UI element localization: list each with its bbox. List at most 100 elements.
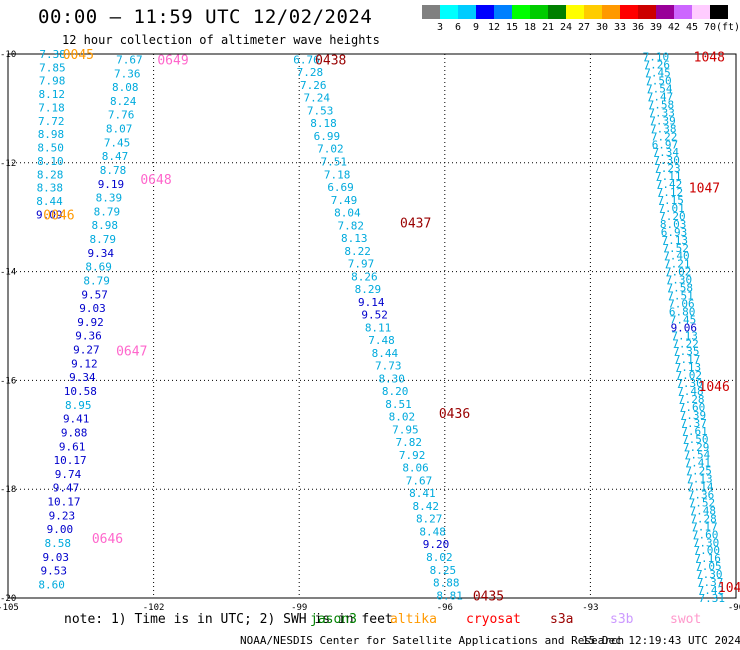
legend-swatch bbox=[530, 5, 548, 19]
swh-data-label: 9.23 bbox=[49, 509, 76, 522]
x-tick-label: -90 bbox=[728, 603, 740, 613]
swh-data-label: 7.85 bbox=[39, 61, 66, 74]
track-time-label: 0437 bbox=[400, 217, 431, 232]
legend-tick-label: 6 bbox=[454, 22, 462, 33]
swh-data-label: 8.95 bbox=[65, 399, 92, 412]
swh-data-label: 7.26 bbox=[300, 79, 327, 92]
legend-swatch bbox=[422, 5, 440, 19]
swh-data-label: 7.36 bbox=[688, 489, 715, 502]
swh-data-label: 9.52 bbox=[361, 309, 388, 322]
swh-data-label: 7.34 bbox=[653, 146, 680, 159]
swh-data-label: 7.54 bbox=[684, 449, 711, 462]
swh-data-label: 9.36 bbox=[75, 330, 102, 343]
legend-swatch bbox=[584, 5, 602, 19]
swh-data-label: 7.12 bbox=[657, 186, 684, 199]
swh-data-label: 7.61 bbox=[681, 425, 708, 438]
swh-data-label: 7.97 bbox=[348, 258, 375, 271]
track-time-label: 0046 bbox=[43, 208, 74, 223]
swh-data-label: 8.22 bbox=[344, 245, 371, 258]
swh-data-label: 8.48 bbox=[419, 525, 446, 538]
legend-swatch bbox=[638, 5, 656, 19]
legend-tick-label: 30 bbox=[595, 22, 609, 33]
swh-data-label: 7.14 bbox=[687, 481, 714, 494]
legend-swatch bbox=[494, 5, 512, 19]
swh-data-label: 6.93 bbox=[661, 226, 688, 239]
legend-swatch bbox=[512, 5, 530, 19]
swh-data-label: 7.30 bbox=[693, 536, 720, 549]
legend-swatch bbox=[602, 5, 620, 19]
swh-data-label: 7.13 bbox=[686, 473, 713, 486]
swh-data-label: 8.50 bbox=[37, 142, 64, 155]
swh-data-label: 8.02 bbox=[426, 551, 453, 564]
swh-data-label: 7.35 bbox=[673, 345, 700, 358]
swh-data-label: 7.48 bbox=[368, 334, 395, 347]
swh-data-label: 7.82 bbox=[395, 436, 422, 449]
track-time-label: 0646 bbox=[92, 532, 123, 547]
swh-data-label: 7.51 bbox=[667, 290, 694, 303]
legend-tick-label: 33 bbox=[613, 22, 627, 33]
swh-data-label: 7.15 bbox=[657, 194, 684, 207]
swh-data-label: 7.31 bbox=[698, 592, 725, 605]
swh-data-label: 7.05 bbox=[695, 560, 722, 573]
swh-data-label: 7.02 bbox=[665, 266, 692, 279]
swh-data-label: 9.61 bbox=[59, 440, 86, 453]
swh-data-label: 7.72 bbox=[38, 115, 65, 128]
swh-data-label: 7.50 bbox=[682, 433, 709, 446]
swh-data-label: 8.38 bbox=[37, 182, 64, 195]
swh-data-label: 7.13 bbox=[671, 329, 698, 342]
y-tick-label: -16 bbox=[0, 376, 16, 386]
legend-tick-label: 3 bbox=[436, 22, 444, 33]
satellite-legend-swot: swot bbox=[670, 612, 702, 627]
swh-data-label: 7.73 bbox=[375, 360, 402, 373]
track-time-label: 1046 bbox=[699, 380, 730, 395]
swh-data-label: 7.22 bbox=[672, 337, 699, 350]
chart-subtitle: 12 hour collection of altimeter wave hei… bbox=[62, 33, 380, 47]
swh-data-label: 8.44 bbox=[372, 347, 399, 360]
swh-data-label: 8.08 bbox=[112, 81, 139, 94]
swh-data-label: 9.47 bbox=[53, 482, 80, 495]
swh-data-label: 7.30 bbox=[696, 568, 723, 581]
swh-data-label: 8.25 bbox=[430, 564, 457, 577]
legend-unit: (ft) bbox=[716, 22, 740, 33]
legend-tick-label: 18 bbox=[523, 22, 537, 33]
swh-data-label: 7.45 bbox=[104, 136, 131, 149]
legend-tick-label: 27 bbox=[577, 22, 591, 33]
swh-data-label: 9.74 bbox=[55, 468, 82, 481]
swh-data-label: 7.41 bbox=[685, 457, 712, 470]
y-tick-label: -10 bbox=[0, 50, 16, 60]
swh-data-label: 7.28 bbox=[690, 512, 717, 525]
swh-data-label: 8.02 bbox=[389, 411, 416, 424]
swh-data-label: 8.07 bbox=[106, 123, 133, 136]
chart-title: 00:00 — 11:59 UTC 12/02/2024 bbox=[38, 6, 373, 28]
swh-data-label: 7.11 bbox=[655, 170, 682, 183]
swh-data-label: 7.48 bbox=[677, 385, 704, 398]
swh-data-label: 8.79 bbox=[94, 205, 121, 218]
swh-data-label: 9.03 bbox=[43, 551, 70, 564]
swh-data-label: 7.40 bbox=[663, 250, 690, 263]
swh-data-label: 6.99 bbox=[314, 130, 341, 143]
swh-data-label: 7.28 bbox=[678, 393, 705, 406]
satellite-legend-s3b: s3b bbox=[610, 612, 634, 627]
swh-data-label: 9.00 bbox=[47, 523, 74, 536]
swh-data-label: 8.18 bbox=[310, 117, 337, 130]
swh-data-label: 8.60 bbox=[38, 578, 65, 591]
swh-data-label: 8.58 bbox=[45, 537, 72, 550]
swh-data-label: 9.34 bbox=[69, 371, 96, 384]
swh-data-label: 8.98 bbox=[92, 219, 119, 232]
swh-data-label: 7.38 bbox=[650, 122, 677, 135]
swh-data-label: 6.76 bbox=[293, 53, 320, 66]
legend-swatch bbox=[458, 5, 476, 19]
legend-swatch bbox=[440, 5, 458, 19]
swh-data-label: 7.17 bbox=[674, 353, 701, 366]
swh-data-label: 7.67 bbox=[406, 474, 433, 487]
legend-swatch bbox=[692, 5, 710, 19]
legend-swatch bbox=[710, 5, 728, 19]
swh-data-label: 8.51 bbox=[385, 398, 412, 411]
swh-data-label: 7.45 bbox=[670, 313, 697, 326]
swh-data-label: 8.79 bbox=[90, 233, 117, 246]
swh-data-label: 7.18 bbox=[38, 101, 65, 114]
swh-data-label: 9.92 bbox=[77, 316, 104, 329]
swh-data-label: 9.57 bbox=[81, 288, 108, 301]
swh-data-label: 8.10 bbox=[37, 155, 64, 168]
swh-data-label: 8.30 bbox=[378, 372, 405, 385]
